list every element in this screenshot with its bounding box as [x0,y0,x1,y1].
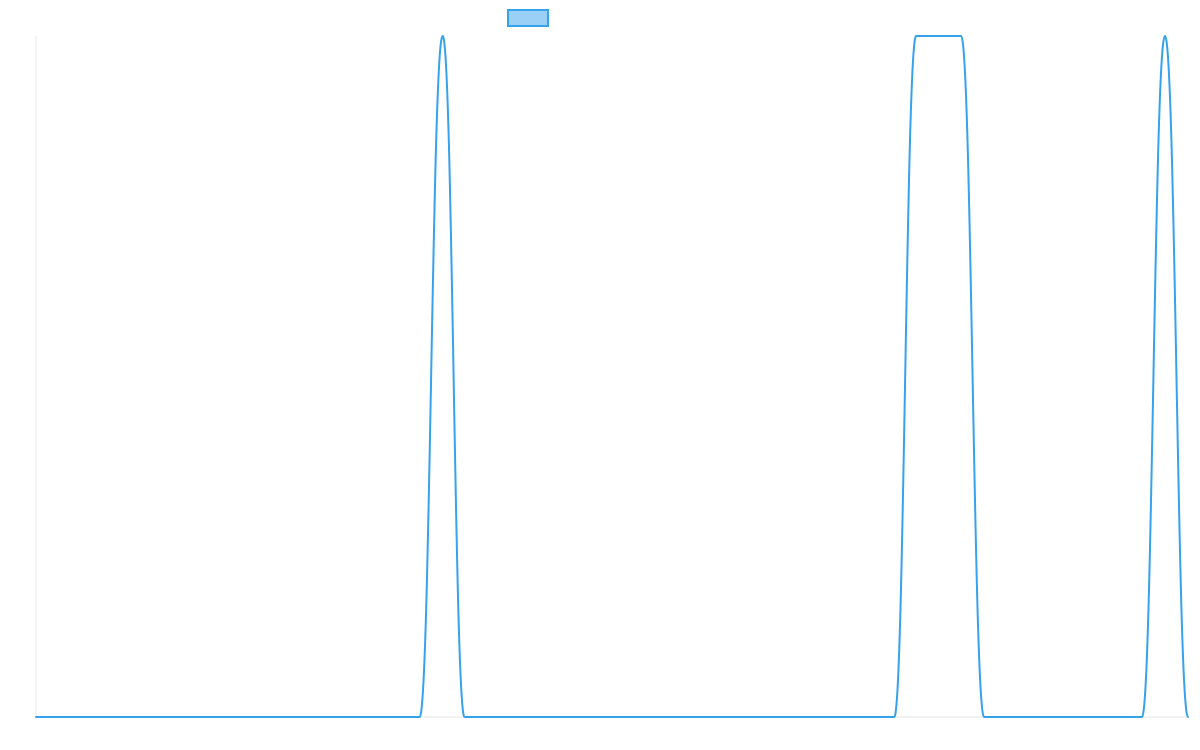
series-layer [35,35,1189,719]
series-line [35,35,1189,719]
legend[interactable] [507,9,549,27]
legend-swatch[interactable] [507,9,549,27]
